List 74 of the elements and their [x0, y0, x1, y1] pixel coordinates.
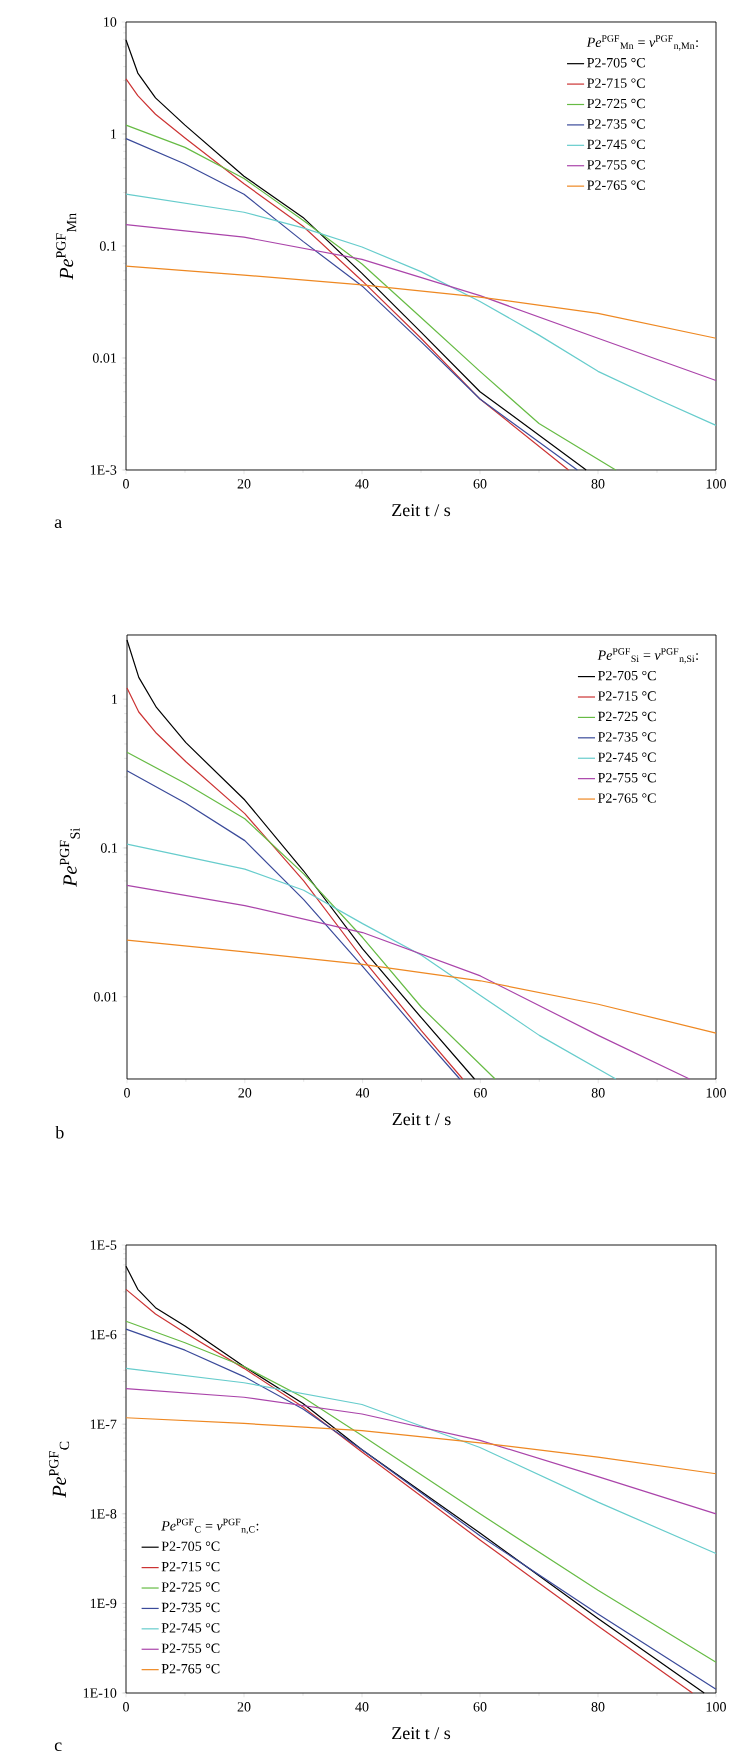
line-series [126, 843, 617, 1080]
y-tick-label: 1E-3 [90, 465, 117, 475]
x-tick-label: 60 [473, 479, 487, 489]
x-axis-title: Zeit t / s [392, 504, 451, 517]
x-tick-label: 40 [355, 479, 369, 489]
legend-label: P2-705 °C [587, 57, 645, 68]
y-axis-title: Pe$^{PGF}$Mn [56, 213, 77, 280]
x-tick-label: 0 [123, 479, 129, 489]
x-tick-label: 80 [591, 1088, 605, 1098]
line-series [125, 1367, 717, 1555]
legend-label: P2-705 °C [598, 670, 656, 681]
text: a [54, 519, 62, 529]
legend-label: P2-755 °C [587, 160, 645, 170]
y-tick-label: 1E-5 [90, 1240, 117, 1250]
legend-label: P2-765 °C [161, 1663, 220, 1674]
line-series [125, 1387, 717, 1515]
legend-label: P2-765 °C [598, 793, 656, 803]
legend-label: P2-715 °C [598, 691, 656, 701]
y-tick-label: 1E-8 [90, 1509, 117, 1519]
y-tick-label: 0.01 [92, 353, 117, 363]
y-tick-label: 1E-9 [90, 1598, 117, 1609]
y-tick-label: 1 [111, 129, 117, 139]
line-series [125, 1417, 717, 1475]
legend-label: P2-745 °C [598, 752, 656, 762]
x-tick-label: 40 [355, 1702, 369, 1712]
x-tick-label: 100 [706, 1702, 726, 1712]
legend-label: P2-755 °C [161, 1643, 220, 1653]
y-tick-label: 0.01 [93, 991, 118, 1002]
line-series [125, 193, 717, 427]
legend-label: P2-735 °C [161, 1602, 220, 1613]
y-axis-title: Pe$^{PGF}$C [49, 1441, 70, 1498]
legend-label: P2-745 °C [587, 139, 645, 150]
legend-label: P2-735 °C [587, 119, 645, 129]
legend-label: P2-765 °C [587, 180, 645, 190]
y-axis-title: Pe$^{PGF}$Si [59, 828, 80, 887]
y-tick-label: 1 [112, 694, 118, 704]
legend-label: P2-725 °C [161, 1582, 220, 1592]
legend-title: Pe$^{PGF}$$_{Si}$ = v$^{PGF}$$_{n,Si}$: [597, 648, 698, 664]
legend-label: P2-715 °C [161, 1561, 220, 1572]
legend-label: P2-705 °C [161, 1541, 220, 1551]
y-tick-label: 10 [104, 17, 117, 27]
x-axis-title: Zeit t / s [392, 1113, 451, 1126]
y-tick-label: 1E-6 [90, 1329, 117, 1340]
x-tick-label: 60 [473, 1702, 487, 1712]
x-tick-label: 0 [123, 1702, 129, 1712]
text: c [54, 1742, 62, 1752]
x-tick-label: 100 [706, 479, 726, 489]
text: b [55, 1125, 64, 1139]
line-series [125, 265, 717, 339]
y-tick-label: 0.1 [100, 843, 118, 853]
line-series [126, 884, 691, 1080]
x-tick-label: 20 [237, 479, 251, 489]
legend-title: Pe$^{PGF}$$_{Mn}$ = v$^{PGF}$$_{n,Mn}$: [586, 35, 698, 51]
legend-label: P2-755 °C [598, 772, 656, 783]
y-tick-label: 1E-10 [83, 1688, 117, 1698]
x-tick-label: 0 [124, 1088, 130, 1098]
x-tick-label: 80 [591, 479, 605, 489]
y-tick-label: 1E-7 [90, 1419, 117, 1429]
x-tick-label: 20 [237, 1702, 251, 1712]
legend-label: P2-725 °C [587, 98, 645, 109]
x-axis-title: Zeit t / s [392, 1727, 451, 1740]
x-tick-label: 100 [706, 1088, 726, 1098]
y-tick-label: 0.1 [99, 241, 117, 251]
legend-label: P2-735 °C [598, 732, 656, 742]
x-tick-label: 40 [355, 1088, 370, 1098]
legend-title: Pe$^{PGF}$$_{C}$ = v$^{PGF}$$_{n,C}$: [161, 1518, 259, 1535]
x-tick-label: 60 [474, 1088, 487, 1098]
legend-label: P2-715 °C [587, 78, 645, 88]
x-tick-label: 20 [238, 1088, 252, 1098]
x-tick-label: 80 [591, 1702, 605, 1712]
legend-label: P2-725 °C [598, 711, 656, 722]
legend-label: P2-745 °C [161, 1623, 220, 1633]
line-series [125, 224, 717, 382]
line-series [126, 939, 717, 1034]
